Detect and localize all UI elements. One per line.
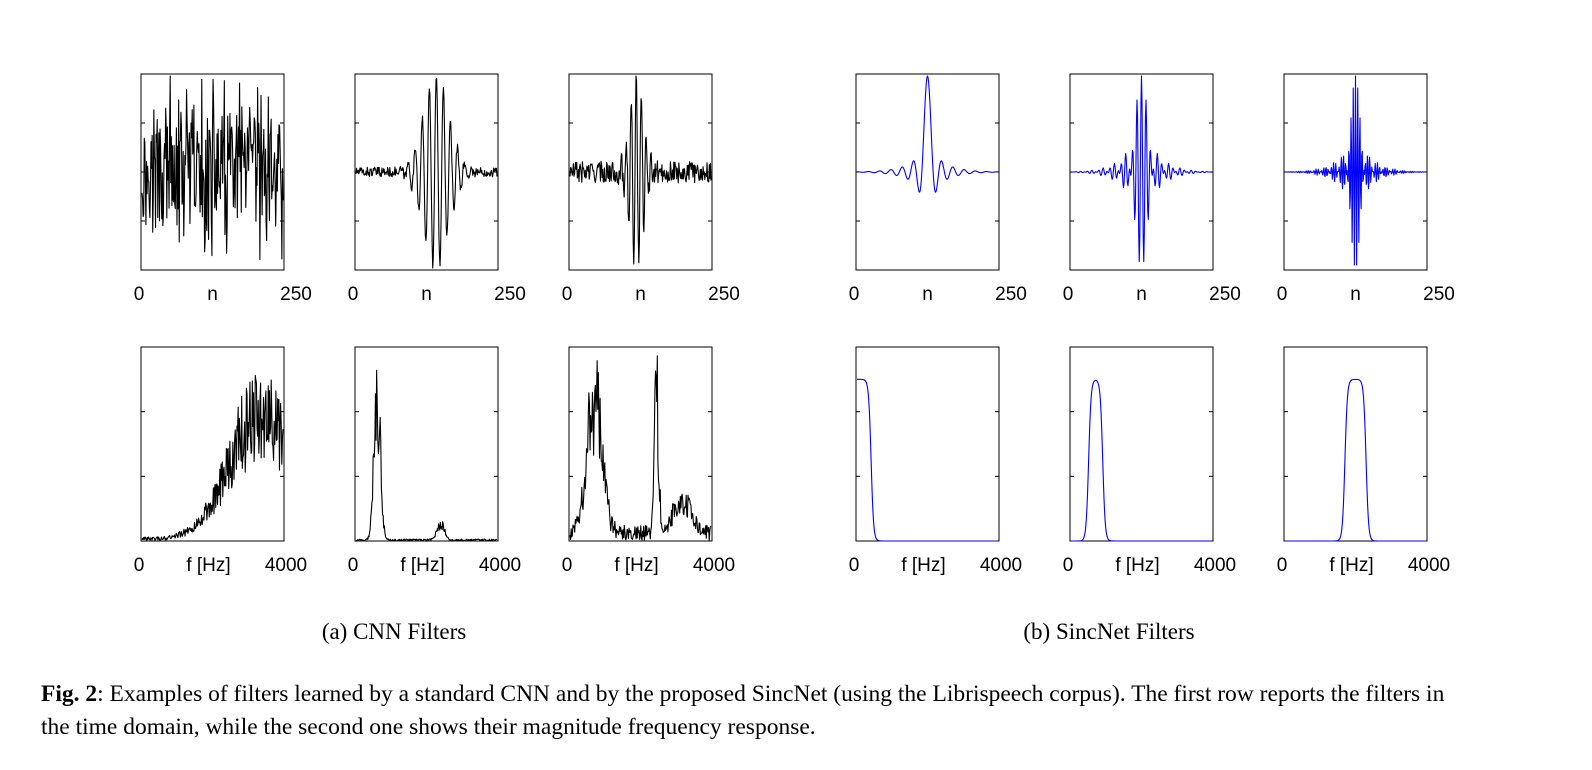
panel-frame-freq-sincnet-3	[1283, 346, 1428, 542]
x-tick-label-freq-sincnet-1: 4000	[980, 555, 1022, 576]
filter-signal-freq-cnn-1	[141, 374, 284, 542]
x-tick-label-freq-cnn-3: 0	[562, 555, 573, 576]
x-tick-label-time-cnn-2: n	[421, 284, 432, 305]
x-tick-label-time-sincnet-3: 250	[1423, 284, 1455, 305]
x-tick-label-freq-sincnet-1: 0	[849, 555, 860, 576]
filter-signal-freq-sincnet-1	[857, 378, 998, 542]
x-tick-label-time-cnn-3: n	[635, 284, 646, 305]
filter-signal-freq-cnn-3	[569, 355, 712, 541]
x-tick-label-freq-sincnet-1: f [Hz]	[901, 555, 945, 576]
figure-caption: Fig. 2: Examples of filters learned by a…	[41, 678, 1461, 744]
x-tick-label-time-cnn-1: n	[207, 284, 218, 305]
x-tick-label-time-cnn-3: 250	[708, 284, 740, 305]
filter-signal-time-sincnet-2	[1070, 75, 1213, 263]
filter-signal-time-cnn-2	[355, 77, 498, 269]
x-tick-label-freq-sincnet-3: 0	[1277, 555, 1288, 576]
panel-frame-freq-cnn-1	[140, 346, 285, 542]
x-tick-label-time-sincnet-2: 250	[1209, 284, 1241, 305]
filter-signal-freq-cnn-2	[355, 369, 498, 542]
x-tick-label-time-sincnet-3: 0	[1277, 284, 1288, 305]
x-tick-label-time-cnn-2: 0	[348, 284, 359, 305]
x-tick-label-time-cnn-1: 0	[134, 284, 145, 305]
panel-frame-freq-cnn-3	[568, 346, 713, 542]
panel-frame-freq-sincnet-2	[1069, 346, 1214, 542]
x-tick-label-time-sincnet-1: 0	[849, 284, 860, 305]
x-tick-label-time-sincnet-1: 250	[995, 284, 1027, 305]
x-tick-label-time-cnn-2: 250	[494, 284, 526, 305]
subcaption-cnn-filters: (a) CNN Filters	[321, 619, 467, 644]
x-tick-label-freq-cnn-2: f [Hz]	[400, 555, 444, 576]
x-tick-label-time-sincnet-2: 0	[1063, 284, 1074, 305]
x-tick-label-freq-cnn-3: 4000	[693, 555, 735, 576]
caption-text: : Examples of filters learned by a stand…	[41, 681, 1445, 740]
x-tick-label-freq-sincnet-3: f [Hz]	[1329, 555, 1373, 576]
x-tick-label-time-sincnet-3: n	[1350, 284, 1361, 305]
x-tick-label-freq-sincnet-3: 4000	[1408, 555, 1450, 576]
x-tick-label-time-cnn-1: 250	[280, 284, 312, 305]
x-tick-label-freq-cnn-1: 4000	[265, 555, 307, 576]
subcaption-sincnet-filters: (b) SincNet Filters	[1023, 619, 1195, 644]
filter-signal-time-sincnet-1	[856, 75, 999, 193]
filter-signal-time-cnn-1	[141, 75, 284, 261]
x-tick-label-freq-cnn-1: 0	[134, 555, 145, 576]
x-tick-label-freq-cnn-2: 4000	[479, 555, 521, 576]
filters-figure: 0 n 250 0 n 250 0 n 250 0 n 250 0 n 250 0 n 250 0 f [Hz] 400…	[134, 73, 1455, 576]
panel-frame-freq-sincnet-1	[855, 346, 1000, 542]
filter-signal-time-sincnet-3	[1284, 75, 1427, 266]
x-tick-label-freq-cnn-2: 0	[348, 555, 359, 576]
x-tick-label-freq-cnn-1: f [Hz]	[186, 555, 230, 576]
x-tick-label-freq-sincnet-2: 0	[1063, 555, 1074, 576]
x-tick-label-time-sincnet-2: n	[1136, 284, 1147, 305]
filter-signal-time-cnn-3	[569, 75, 712, 265]
x-tick-label-freq-sincnet-2: f [Hz]	[1115, 555, 1159, 576]
x-tick-label-freq-cnn-3: f [Hz]	[614, 555, 658, 576]
x-tick-label-freq-sincnet-2: 4000	[1194, 555, 1236, 576]
filter-signal-freq-sincnet-3	[1285, 378, 1426, 542]
caption-label: Fig. 2	[41, 681, 98, 707]
filter-signal-freq-sincnet-2	[1071, 379, 1212, 542]
x-tick-label-time-sincnet-1: n	[922, 284, 933, 305]
x-tick-label-time-cnn-3: 0	[562, 284, 573, 305]
